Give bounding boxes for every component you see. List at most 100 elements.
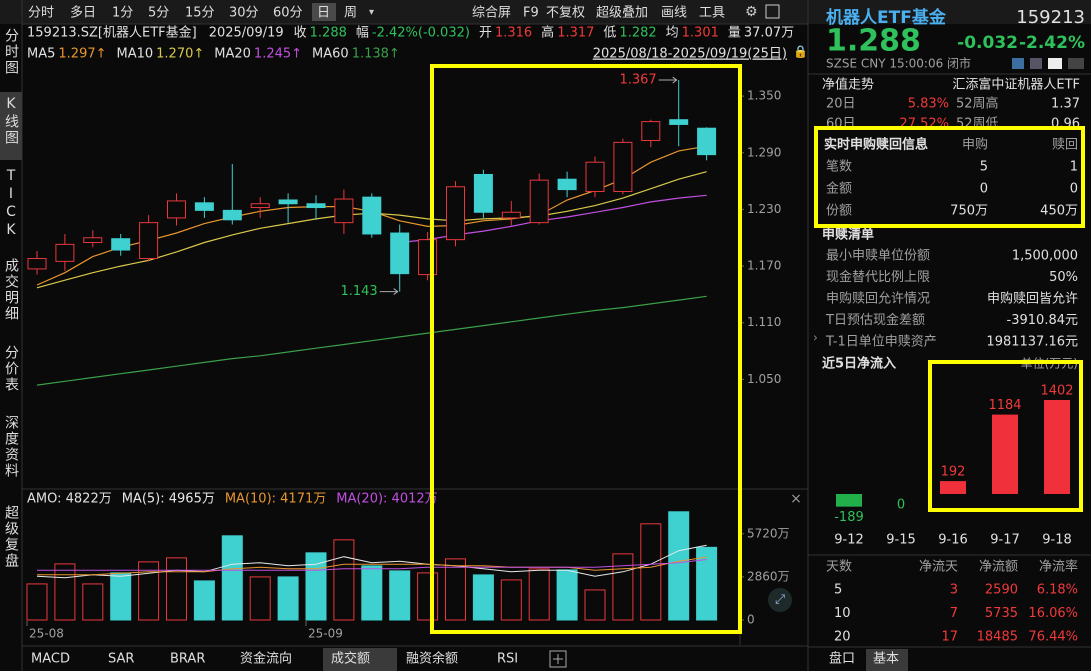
tool-button[interactable]: 画线: [661, 6, 687, 21]
volume-bar: [82, 583, 104, 621]
volume-bar: [640, 523, 662, 621]
field-value: 1.316: [495, 26, 532, 41]
side-tab-selected: [0, 92, 22, 160]
fund-full-name: 汇添富中证机器人ETF: [952, 77, 1080, 93]
side-tab[interactable]: 分价表: [3, 345, 19, 393]
chart-title: 近5日净流入: [822, 356, 896, 372]
value-label: 0: [897, 497, 905, 512]
row-label: 笔数: [826, 159, 852, 175]
indicator-tab[interactable]: MACD: [31, 652, 70, 667]
wf-icon[interactable]: [1048, 58, 1062, 69]
side-tab[interactable]: TICK: [3, 168, 19, 240]
edit-icon[interactable]: [1012, 58, 1024, 69]
indicator-tab[interactable]: 成交额: [331, 651, 370, 667]
row-label: 现金替代比例上限: [826, 269, 930, 285]
field-label: 开: [479, 26, 492, 41]
panel-tab[interactable]: 基本: [873, 652, 899, 667]
add-tab[interactable]: [549, 650, 567, 668]
legend-entry: MA(10): 4171万: [225, 492, 326, 507]
row-value: 50%: [1049, 270, 1078, 285]
row-value: 申购赎回皆允许: [987, 291, 1078, 307]
x-tick-label: 9-18: [1042, 533, 1072, 548]
flow-bar: [836, 493, 862, 507]
tool-button[interactable]: 综合屏: [472, 6, 511, 21]
side-tab[interactable]: 成交明细: [3, 258, 19, 322]
period-tab[interactable]: 多日: [70, 5, 96, 21]
period-tab[interactable]: 1分: [112, 6, 133, 21]
date: 2025/09/19: [209, 26, 284, 41]
period-tab[interactable]: 周: [344, 6, 357, 21]
volume-bar: [612, 553, 634, 621]
period-tab[interactable]: 日: [317, 6, 330, 21]
highlight-box: [928, 360, 1083, 512]
tool-button[interactable]: 超级叠加: [596, 6, 648, 21]
legend-value: 1.138↑: [352, 47, 400, 62]
indicator-tab[interactable]: BRAR: [170, 652, 205, 667]
period-tab[interactable]: 分时: [28, 6, 54, 21]
tool-button[interactable]: 工具: [699, 6, 725, 21]
row-value: 450万: [1040, 204, 1078, 219]
row-value: 5: [980, 160, 988, 175]
indicator-tab[interactable]: 融资余额: [406, 651, 458, 667]
row-label: 52周高: [956, 96, 999, 112]
side-tab[interactable]: K线图: [3, 96, 19, 146]
side-tab[interactable]: 超级复盘: [3, 505, 19, 569]
x-tick-label: 25-09: [308, 627, 343, 641]
period-tab[interactable]: 60分: [273, 6, 303, 21]
indicator-tab[interactable]: 资金流向: [240, 651, 292, 667]
volume-bar: [26, 583, 48, 621]
period-tab[interactable]: 30分: [229, 6, 259, 21]
indicator-tab[interactable]: RSI: [497, 652, 518, 667]
volume-bar: [333, 539, 355, 621]
y-tick-label: 1.050: [747, 372, 781, 386]
x-tick-label: 9-15: [886, 533, 916, 548]
table-cell: 5735: [985, 606, 1018, 621]
candle-body: [473, 173, 493, 213]
row-value: 750万: [950, 204, 988, 219]
table-cell: 76.44%: [1028, 630, 1078, 645]
highlight-box: [430, 64, 742, 634]
field-label: 低: [603, 26, 616, 41]
grid-icon[interactable]: [1030, 58, 1042, 69]
collapse-arrow[interactable]: ›: [813, 331, 818, 345]
indicator-tab[interactable]: SAR: [108, 652, 134, 667]
candle-body: [250, 203, 270, 209]
volume-bar: [584, 589, 606, 621]
y-tick-label: 0: [747, 613, 755, 627]
volume-bar: [166, 557, 187, 621]
panel-tab[interactable]: 盘口: [829, 651, 855, 667]
row-value: 1981137.16元: [986, 335, 1078, 350]
price: 1.288: [826, 24, 921, 59]
menu-icon[interactable]: [1068, 58, 1084, 69]
dropdown[interactable]: ▾: [369, 7, 374, 18]
field-value: 1.301: [682, 26, 719, 41]
close-button[interactable]: ×: [790, 491, 802, 507]
side-tab[interactable]: 分时图: [3, 28, 19, 76]
expand-button[interactable]: [768, 588, 792, 612]
settings-icon[interactable]: ⚙: [745, 4, 758, 20]
tool-button[interactable]: 不复权: [546, 5, 585, 21]
y-tick-label: 5720万: [747, 526, 790, 540]
candle-body: [585, 161, 605, 192]
table-header: 净流额: [979, 560, 1018, 575]
field-value: 1.288: [310, 26, 347, 41]
col-header: 申购: [962, 137, 988, 153]
period-tab[interactable]: 15分: [185, 6, 215, 21]
volume-bar: [277, 576, 299, 621]
annotation-label: 1.143: [340, 284, 377, 299]
volume-bar: [389, 570, 411, 621]
tab-selected: [866, 649, 908, 671]
row-value: 0: [980, 182, 988, 197]
fund-code: 159213: [1016, 7, 1085, 28]
legend-value: 1.297↑: [58, 47, 106, 62]
window-icon[interactable]: [765, 4, 780, 19]
legend-name: MA10: [117, 47, 154, 62]
volume-bar: [221, 535, 243, 621]
volume-ma-line: [37, 559, 707, 571]
side-tab[interactable]: 深度资料: [3, 415, 19, 479]
field-label: 量: [728, 26, 741, 41]
period-tab[interactable]: 5分: [148, 6, 169, 21]
tool-button[interactable]: F9: [523, 6, 539, 21]
